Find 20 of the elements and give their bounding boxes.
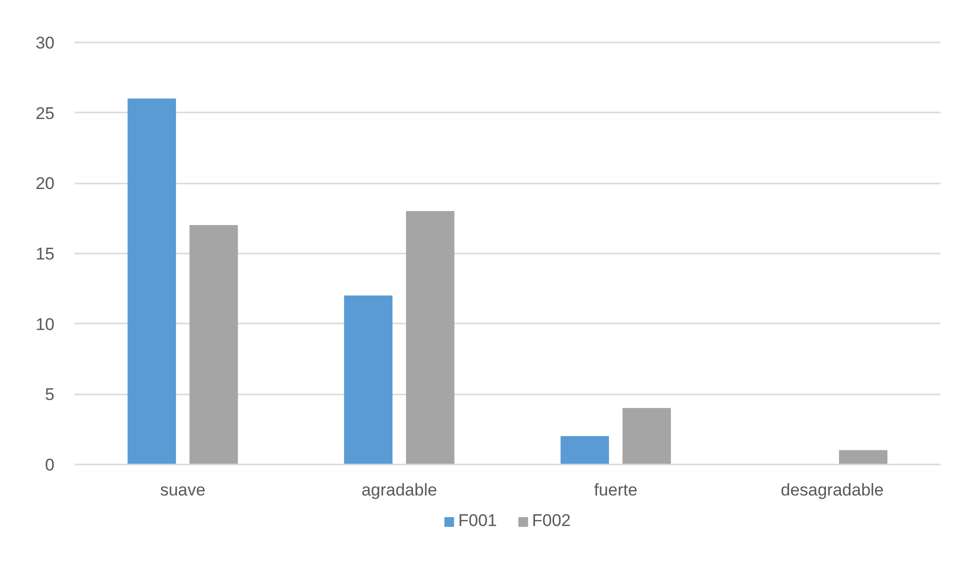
x-tick-label: agradable: [361, 480, 438, 500]
x-tick-label: desagradable: [780, 480, 884, 500]
x-tick-label: fuerte: [594, 480, 638, 500]
y-tick-label: 5: [45, 385, 55, 404]
y-tick-label: 15: [36, 244, 55, 264]
y-tick-label: 30: [36, 34, 55, 52]
legend-label: F002: [532, 511, 571, 531]
bar: [622, 408, 671, 464]
bar: [406, 211, 454, 464]
y-tick-label: 10: [36, 314, 55, 334]
y-tick-label: 0: [45, 456, 55, 474]
y-tick-label: 20: [36, 174, 55, 194]
bar: [344, 295, 392, 464]
legend-label: F001: [458, 511, 497, 531]
x-tick-label: suave: [160, 480, 206, 500]
y-tick-label: 25: [36, 104, 55, 123]
bar: [560, 436, 609, 464]
bar: [128, 98, 176, 464]
bar: [839, 450, 888, 464]
bar: [190, 225, 238, 464]
